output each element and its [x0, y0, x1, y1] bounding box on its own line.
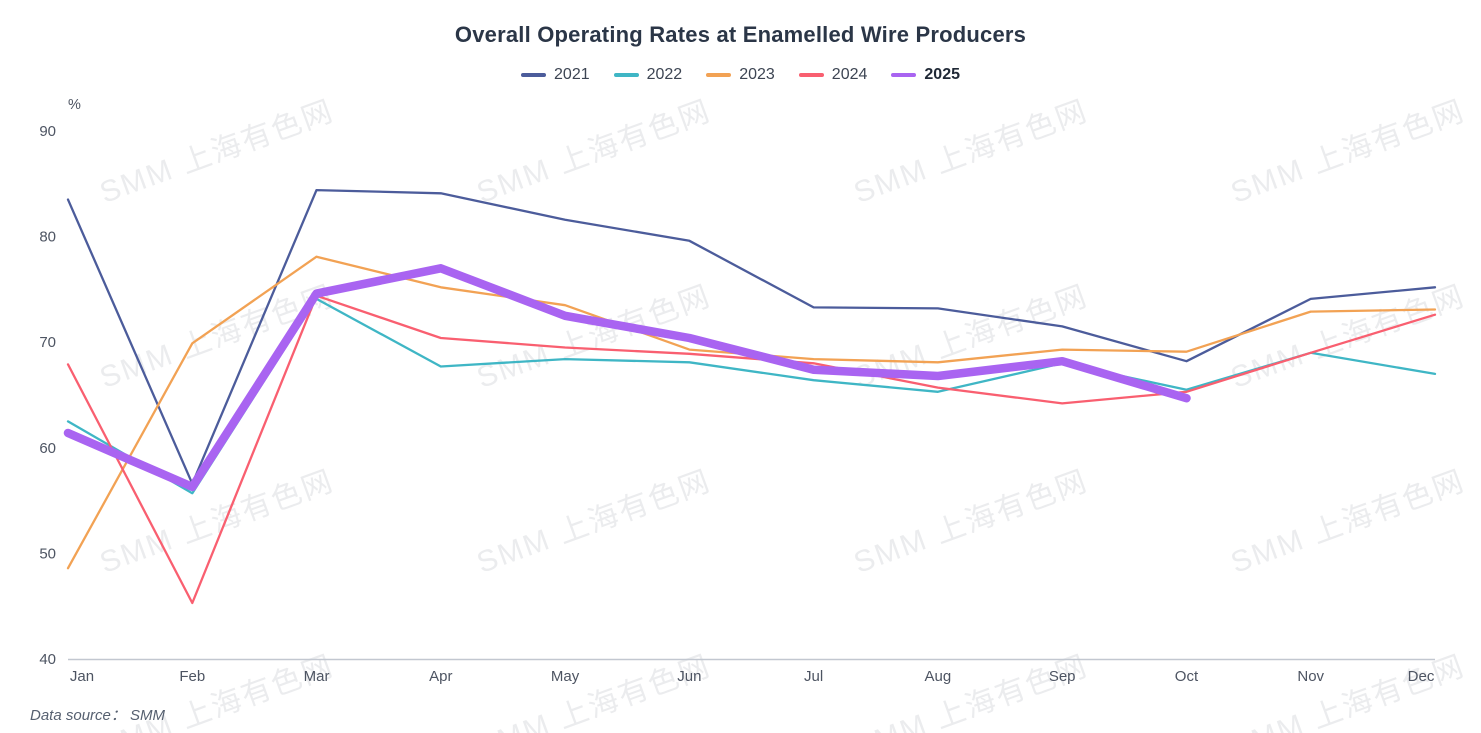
y-axis-tick-label: 70	[39, 334, 56, 351]
x-axis-tick-label: Feb	[179, 668, 205, 685]
legend-swatch	[706, 73, 732, 77]
legend-item-2022[interactable]: 2022	[613, 66, 683, 84]
legend-item-2023[interactable]: 2023	[706, 66, 775, 84]
x-axis-tick-label: May	[551, 668, 580, 685]
y-axis-tick-label: 50	[39, 545, 56, 562]
legend-swatch	[891, 73, 917, 77]
x-axis-tick-label: Jun	[677, 668, 701, 685]
series-line-2023	[66, 255, 1437, 570]
legend: 2021 2022 2023 2024 2025	[0, 66, 1481, 84]
x-axis-tick-label: Aug	[925, 668, 952, 685]
x-axis-tick-label: Jul	[804, 668, 823, 685]
legend-swatch	[798, 73, 824, 77]
series-line-2025	[63, 264, 1191, 492]
legend-swatch	[613, 73, 639, 77]
x-axis-tick-label: Oct	[1175, 668, 1199, 685]
legend-label: 2023	[739, 66, 775, 83]
data-source-note: Data source： SMM	[30, 707, 166, 724]
x-axis-tick-label: Dec	[1408, 668, 1435, 685]
legend-label: 2022	[646, 66, 683, 83]
legend-item-2021[interactable]: 2021	[521, 66, 590, 84]
legend-label: 2025	[924, 66, 960, 83]
legend-item-2024[interactable]: 2024	[798, 66, 868, 84]
y-axis-tick-label: 40	[39, 651, 56, 668]
chart-title: Overall Operating Rates at Enamelled Wir…	[454, 22, 1027, 47]
legend-item-2025[interactable]: 2025	[891, 66, 960, 84]
y-axis-tick-label: 60	[39, 440, 56, 457]
y-axis-unit-label: %	[68, 97, 81, 113]
legend-label: 2021	[554, 66, 590, 83]
x-axis-tick-label: Jan	[70, 668, 94, 685]
x-axis-tick-label: Sep	[1049, 668, 1076, 685]
legend-swatch	[521, 73, 547, 77]
x-axis-tick-label: Apr	[429, 668, 452, 685]
legend-label: 2024	[831, 66, 868, 83]
y-axis-tick-label: 80	[39, 229, 56, 246]
x-axis-tick-label: Mar	[304, 668, 330, 685]
y-axis-tick-label: 90	[39, 123, 56, 140]
x-axis-tick-label: Nov	[1297, 668, 1324, 685]
series-line-2024	[66, 294, 1437, 605]
series-line-2021	[66, 188, 1437, 485]
series-line-2022	[66, 297, 1437, 495]
